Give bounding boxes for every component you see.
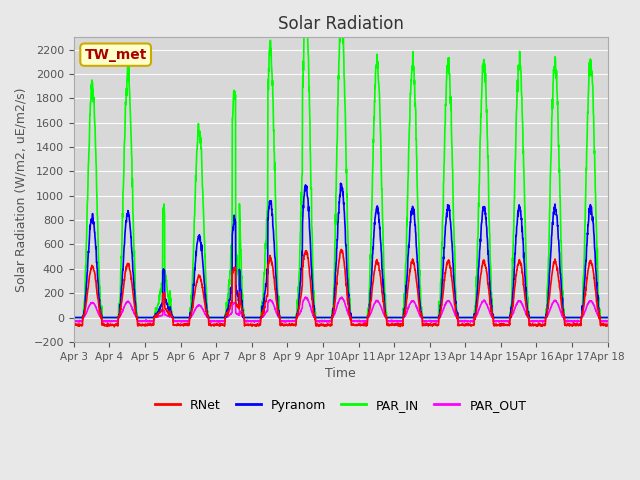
PAR_IN: [356, 315, 364, 321]
PAR_IN: [557, 228, 564, 233]
PAR_IN: [572, 315, 579, 321]
Text: TW_met: TW_met: [84, 48, 147, 61]
Pyranom: [496, 315, 504, 321]
Pyranom: [356, 315, 364, 321]
Line: Pyranom: Pyranom: [74, 183, 608, 318]
PAR_OUT: [368, 307, 376, 313]
Line: PAR_IN: PAR_IN: [74, 2, 608, 318]
PAR_OUT: [557, 309, 564, 314]
PAR_IN: [219, 315, 227, 321]
RNet: [356, 322, 364, 327]
PAR_IN: [302, 0, 310, 5]
RNet: [572, 321, 580, 327]
RNet: [368, 288, 376, 294]
RNet: [604, 322, 612, 327]
PAR_OUT: [572, 318, 580, 324]
PAR_OUT: [70, 318, 77, 324]
PAR_OUT: [604, 318, 612, 324]
Line: PAR_OUT: PAR_OUT: [74, 297, 608, 322]
PAR_IN: [496, 315, 504, 321]
Pyranom: [557, 275, 564, 281]
Pyranom: [368, 272, 376, 277]
X-axis label: Time: Time: [325, 367, 356, 380]
PAR_OUT: [360, 319, 368, 325]
RNet: [337, 247, 345, 252]
Legend: RNet, Pyranom, PAR_IN, PAR_OUT: RNet, Pyranom, PAR_IN, PAR_OUT: [150, 394, 531, 417]
Y-axis label: Solar Radiation (W/m2, uE/m2/s): Solar Radiation (W/m2, uE/m2/s): [15, 87, 28, 292]
RNet: [70, 323, 77, 329]
Pyranom: [604, 315, 612, 321]
Pyranom: [337, 180, 344, 186]
Line: RNet: RNet: [74, 250, 608, 327]
Title: Solar Radiation: Solar Radiation: [278, 15, 404, 33]
PAR_IN: [604, 315, 612, 321]
RNet: [219, 322, 227, 328]
PAR_OUT: [219, 318, 227, 324]
RNet: [557, 294, 564, 300]
PAR_OUT: [356, 318, 364, 324]
Pyranom: [70, 315, 77, 321]
RNet: [496, 323, 504, 329]
PAR_OUT: [301, 294, 309, 300]
PAR_IN: [70, 315, 77, 321]
Pyranom: [219, 315, 227, 321]
Pyranom: [572, 315, 579, 321]
PAR_OUT: [496, 318, 504, 324]
PAR_IN: [368, 207, 376, 213]
RNet: [111, 324, 118, 330]
